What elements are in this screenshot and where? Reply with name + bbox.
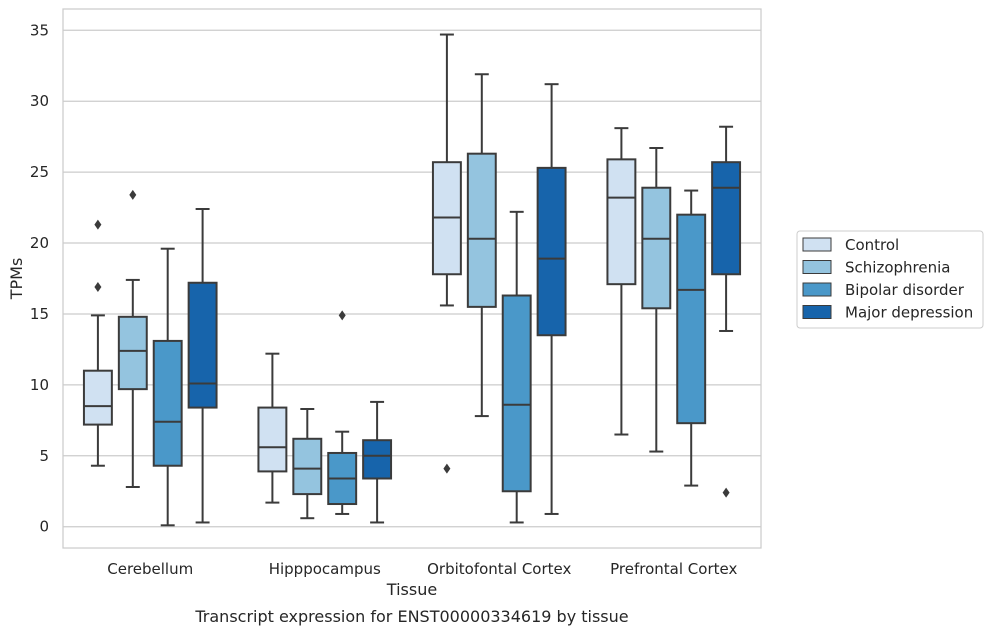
legend-swatch [802, 305, 832, 319]
box-plot [82, 219, 113, 467]
legend-label: Control [845, 236, 899, 254]
y-tick-label: 20 [30, 234, 49, 252]
box-plot [327, 310, 358, 515]
box-plot [431, 33, 462, 474]
x-tick-label: Hipppocampus [269, 560, 381, 578]
box [466, 152, 497, 308]
outlier-point [94, 282, 102, 293]
legend-label: Bipolar disorder [845, 281, 965, 299]
x-axis-label: Tissue [386, 580, 437, 599]
x-tick-labels: Cerebellum Hipppocampus Orbitofontal Corte… [107, 560, 737, 578]
y-tick-label: 35 [30, 21, 49, 39]
legend: Control Schizophrenia Bipolar disorder Majo… [796, 230, 984, 329]
outlier-point [129, 189, 137, 200]
outlier-point [722, 487, 730, 498]
y-tick-label: 15 [30, 305, 49, 323]
y-tick-label: 25 [30, 163, 49, 181]
box-plots [82, 33, 742, 527]
legend-label: Major depression [845, 304, 973, 322]
box-plot [187, 207, 218, 524]
legend-label: Schizophrenia [845, 259, 950, 277]
box [641, 186, 672, 310]
y-tick-labels: 0 5 10 15 20 25 30 35 [30, 21, 49, 535]
x-tick-label: Orbitofontal Cortex [427, 560, 571, 578]
box [292, 437, 323, 496]
box-plot [117, 189, 148, 489]
box [362, 439, 393, 480]
box-plot [606, 127, 637, 436]
box-plot [257, 352, 288, 504]
plot-frame [62, 8, 762, 549]
box-plot [362, 400, 393, 524]
box [257, 406, 288, 473]
box [152, 339, 183, 467]
legend-swatch [802, 237, 832, 252]
y-tick-label: 30 [30, 92, 49, 110]
box-plot [711, 125, 742, 498]
box [606, 158, 637, 286]
box [117, 315, 148, 391]
box [501, 294, 532, 493]
y-axis-label: TPMs [7, 258, 26, 301]
box-plot [641, 147, 672, 453]
box [711, 161, 742, 276]
x-tick-label: Cerebellum [107, 560, 193, 578]
box-plot [536, 83, 567, 515]
box-plot [501, 210, 532, 524]
legend-frame [796, 230, 984, 329]
outlier-point [94, 219, 102, 230]
outlier-point [443, 463, 451, 474]
outlier-point [338, 310, 346, 321]
box [187, 281, 218, 409]
box-plot [676, 189, 707, 487]
box [676, 213, 707, 425]
y-tick-label: 0 [39, 518, 49, 536]
x-tick-label: Prefrontal Cortex [610, 560, 737, 578]
box-plot [152, 247, 183, 527]
box [536, 166, 567, 337]
y-tick-label: 10 [30, 376, 49, 394]
y-tick-label: 5 [39, 447, 49, 465]
chart-caption: Transcript expression for ENST0000033461… [194, 607, 628, 626]
box [82, 369, 113, 426]
legend-swatch [802, 260, 832, 274]
box-plot [292, 407, 323, 520]
legend-swatch [802, 282, 832, 297]
box-plot [466, 73, 497, 418]
